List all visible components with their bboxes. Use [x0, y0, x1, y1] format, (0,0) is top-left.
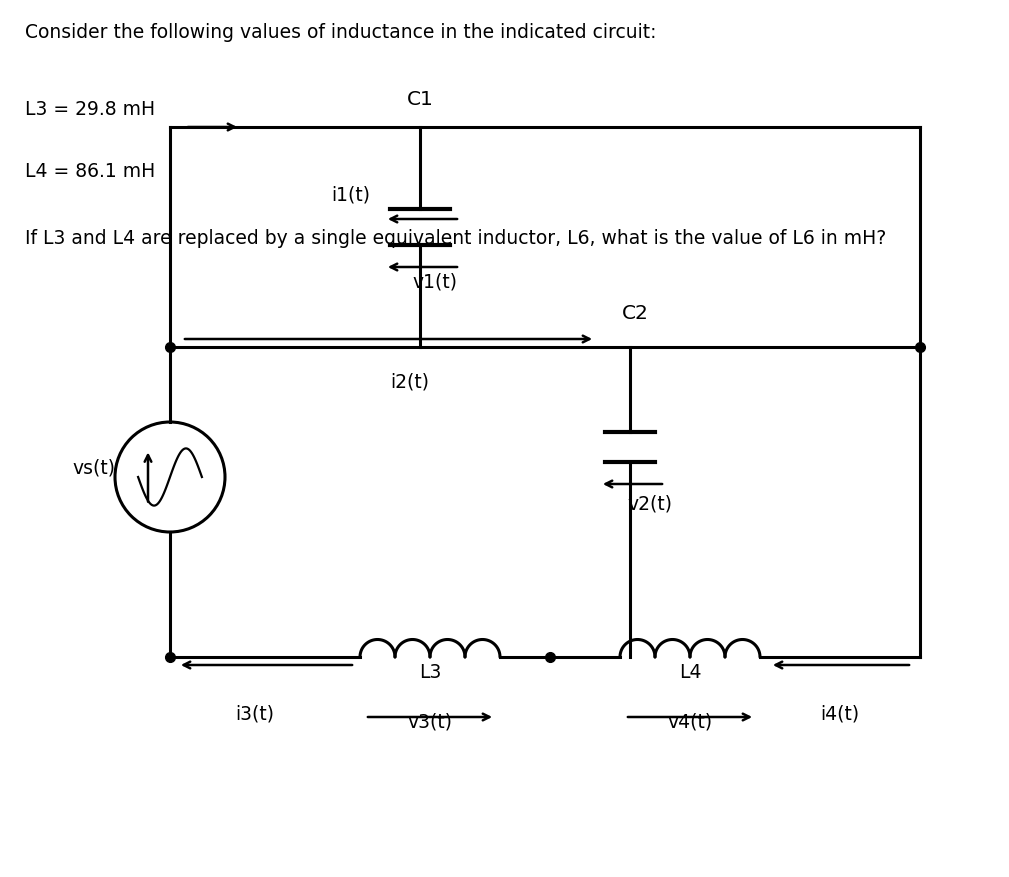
Text: L3: L3	[419, 662, 441, 681]
Text: i3(t): i3(t)	[235, 704, 274, 724]
Text: vs(t): vs(t)	[72, 458, 115, 477]
Text: v3(t): v3(t)	[408, 712, 452, 731]
Text: If L3 and L4 are replaced by a single equivalent inductor, L6, what is the value: If L3 and L4 are replaced by a single eq…	[25, 229, 886, 248]
Text: i2(t): i2(t)	[390, 373, 430, 391]
Text: v4(t): v4(t)	[667, 712, 712, 731]
Text: i1(t): i1(t)	[331, 185, 370, 204]
Text: Consider the following values of inductance in the indicated circuit:: Consider the following values of inducta…	[25, 23, 657, 42]
Text: v2(t): v2(t)	[628, 495, 673, 513]
Text: v1(t): v1(t)	[413, 273, 457, 292]
Text: C1: C1	[407, 90, 434, 110]
Text: i4(t): i4(t)	[820, 704, 859, 724]
Text: L3 = 29.8 mH: L3 = 29.8 mH	[25, 100, 155, 118]
Text: C2: C2	[622, 303, 649, 323]
Text: L4 = 86.1 mH: L4 = 86.1 mH	[25, 162, 155, 181]
Text: L4: L4	[679, 662, 701, 681]
